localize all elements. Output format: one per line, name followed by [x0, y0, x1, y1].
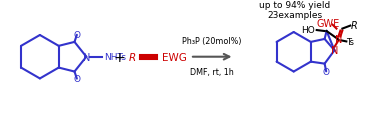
Text: NHTs: NHTs [104, 53, 126, 62]
Text: N: N [335, 35, 342, 45]
Text: EWG: EWG [162, 52, 187, 62]
Text: Ph₃P (20mol%): Ph₃P (20mol%) [183, 36, 242, 45]
Text: O: O [73, 31, 81, 40]
Text: R: R [351, 20, 358, 30]
Text: Ts: Ts [346, 38, 354, 46]
Text: O: O [73, 74, 81, 83]
Text: GWE: GWE [317, 19, 340, 28]
Text: up to 94% yield: up to 94% yield [259, 1, 330, 10]
Text: +: + [113, 50, 125, 64]
Text: N: N [83, 52, 90, 62]
Text: O: O [323, 67, 330, 76]
Text: 23examples: 23examples [267, 11, 322, 20]
Text: R: R [129, 52, 136, 62]
Text: DMF, rt, 1h: DMF, rt, 1h [191, 67, 234, 76]
Text: N: N [331, 46, 338, 56]
Text: HO: HO [301, 25, 315, 34]
